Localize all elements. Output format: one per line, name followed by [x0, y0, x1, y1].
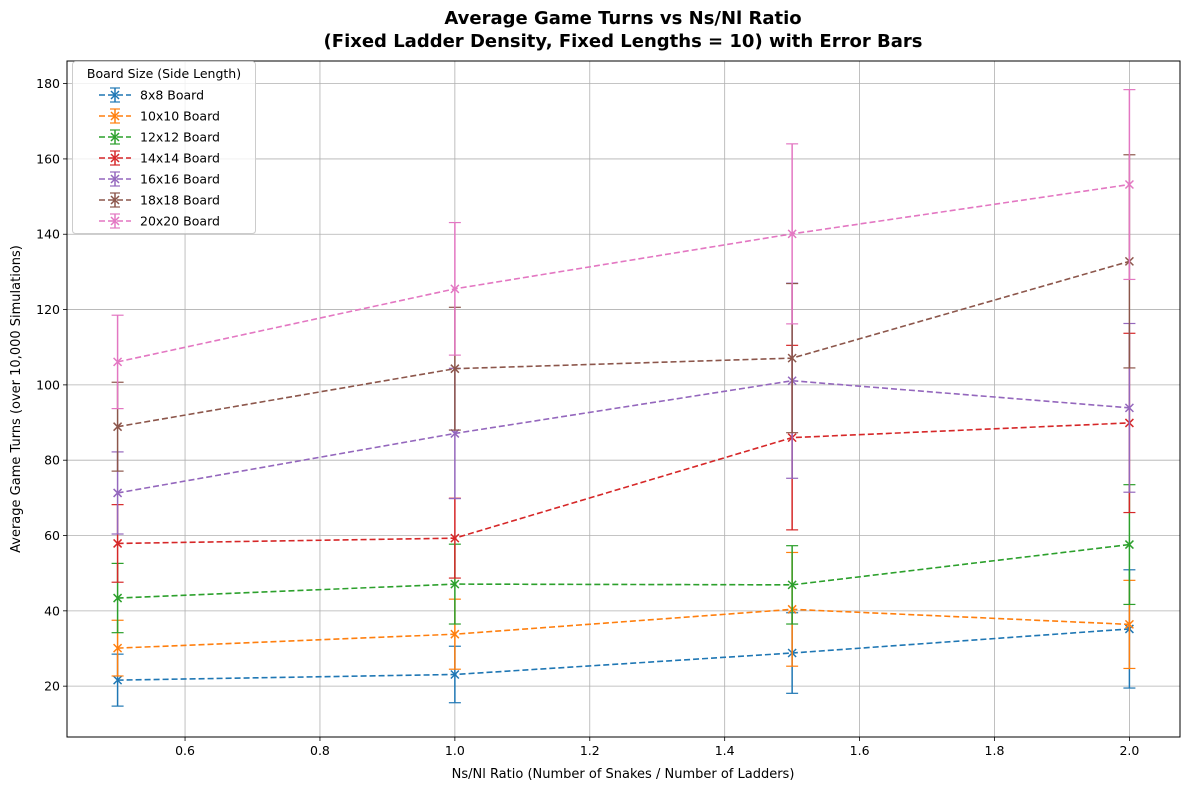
series-line	[117, 608, 1130, 649]
legend-title: Board Size (Side Length)	[87, 66, 241, 81]
x-tick-label: 1.0	[445, 743, 465, 758]
x-axis-label: Ns/Nl Ratio (Number of Snakes / Number o…	[452, 767, 795, 782]
y-tick-label: 20	[44, 679, 60, 694]
chart-title-line2: (Fixed Ladder Density, Fixed Lengths = 1…	[324, 31, 923, 52]
series-line	[117, 628, 1130, 681]
data-point	[113, 357, 123, 367]
chart-title-line1: Average Game Turns vs Ns/Nl Ratio	[444, 8, 801, 29]
x-tick-label: 1.6	[850, 743, 870, 758]
legend-swatch-marker	[110, 174, 120, 184]
data-point	[450, 579, 460, 589]
legend-entry: 20x20 Board	[99, 213, 220, 229]
x-tick-label: 1.2	[580, 743, 600, 758]
legend-label: 12x12 Board	[140, 130, 220, 145]
y-tick-label: 100	[36, 377, 60, 392]
y-tick-label: 80	[44, 453, 60, 468]
x-tick-label: 2.0	[1119, 743, 1139, 758]
legend: Board Size (Side Length) 8x8 Board 10x10 …	[72, 61, 256, 234]
legend-label: 10x10 Board	[140, 109, 220, 124]
y-tick-label: 40	[44, 603, 60, 618]
series-line	[117, 422, 1130, 545]
series-20x20-board	[111, 89, 1136, 410]
data-point	[1124, 619, 1134, 629]
series-line	[117, 379, 1130, 494]
legend-entry: 10x10 Board	[99, 108, 220, 124]
legend-entry: 18x18 Board	[99, 192, 220, 208]
legend-label: 8x8 Board	[140, 88, 204, 103]
data-point	[113, 593, 123, 603]
data-point	[450, 364, 460, 374]
legend-box	[72, 61, 256, 234]
legend-swatch-marker	[110, 153, 120, 163]
data-point	[113, 422, 123, 432]
data-series	[111, 89, 1136, 707]
plot-frame	[66, 60, 1181, 738]
y-tick-label: 140	[36, 227, 60, 242]
x-tick-label: 0.8	[310, 743, 330, 758]
legend-entry: 16x16 Board	[99, 171, 220, 187]
data-point	[787, 353, 797, 363]
data-point	[1124, 403, 1134, 413]
y-axis-ticks: 20 40 60 80 100 120 140 160 180	[36, 76, 67, 694]
series-line	[117, 183, 1130, 363]
legend-entry: 8x8 Board	[99, 87, 204, 103]
legend-swatch-marker	[110, 132, 120, 142]
y-axis-label: Average Game Turns (over 10,000 Simulati…	[9, 245, 24, 553]
legend-swatch-marker	[110, 90, 120, 100]
y-tick-label: 60	[44, 528, 60, 543]
data-point	[113, 675, 123, 685]
data-point	[113, 488, 123, 498]
y-tick-label: 120	[36, 302, 60, 317]
data-point	[113, 643, 123, 653]
legend-label: 18x18 Board	[140, 193, 220, 208]
y-tick-label: 160	[36, 151, 60, 166]
legend-label: 20x20 Board	[140, 214, 220, 229]
data-point	[450, 428, 460, 438]
x-axis-ticks: 0.6 0.8 1.0 1.2 1.4 1.6 1.8 2.0	[175, 737, 1139, 758]
legend-label: 14x14 Board	[140, 151, 220, 166]
data-point	[1124, 179, 1134, 190]
data-point	[450, 284, 460, 294]
data-point	[113, 538, 123, 548]
series-line	[117, 260, 1130, 428]
legend-swatch-marker	[110, 195, 120, 205]
legend-swatch-marker	[110, 216, 120, 226]
data-point	[1124, 540, 1134, 550]
legend-label: 16x16 Board	[140, 172, 220, 187]
series-line	[117, 543, 1130, 599]
data-point	[787, 229, 797, 239]
legend-entry: 12x12 Board	[99, 129, 220, 145]
data-point	[450, 669, 460, 680]
y-tick-label: 180	[36, 76, 60, 91]
x-tick-label: 1.4	[715, 743, 735, 758]
data-point	[787, 580, 797, 590]
x-tick-label: 0.6	[175, 743, 195, 758]
legend-entry: 14x14 Board	[99, 150, 220, 166]
data-point	[450, 533, 460, 543]
legend-swatch-marker	[110, 111, 120, 121]
data-point	[450, 629, 460, 639]
x-tick-label: 1.8	[985, 743, 1005, 758]
